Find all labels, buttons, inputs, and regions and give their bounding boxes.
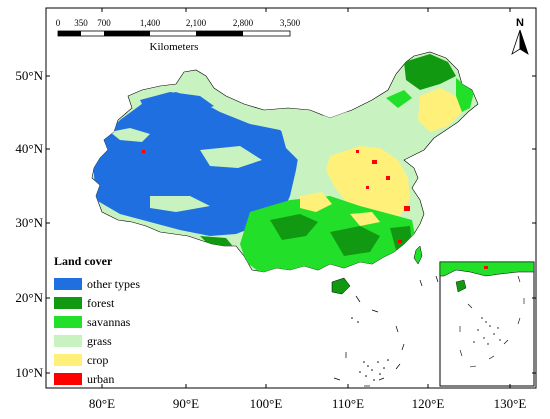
region-crop-sichuan	[300, 192, 380, 226]
lat-tick-label: 30°N	[15, 215, 43, 230]
scale-bar: 0 350 700 1,400 2,100 2,800 3,500 Kilometers	[56, 18, 301, 53]
region-urban	[142, 150, 410, 243]
legend-label: other types	[87, 277, 140, 291]
scale-bar-segment-3	[196, 31, 243, 36]
land-cover-regions	[91, 51, 479, 387]
region-other-types-west	[92, 92, 300, 236]
legend-swatch	[54, 335, 82, 347]
inset-dashes	[459, 275, 525, 368]
inset-islands	[473, 317, 501, 345]
region-forest-south	[200, 214, 412, 256]
scale-bar-outline	[57, 30, 291, 37]
lat-tick-label: 50°N	[15, 68, 43, 83]
legend-label: crop	[87, 353, 108, 367]
legend-label: urban	[87, 372, 114, 386]
scale-bar-label: 3,500	[280, 18, 301, 28]
legend-swatch	[54, 354, 82, 366]
inset-frame	[439, 261, 535, 387]
region-grass-north	[280, 96, 410, 160]
region-forest-northeast	[404, 54, 456, 90]
legend-label: forest	[87, 296, 115, 310]
scale-bar-segment-1	[58, 31, 81, 36]
scale-bar-label: 0	[56, 18, 61, 28]
scale-bar-label: 2,100	[186, 18, 207, 28]
scale-bar-unit: Kilometers	[150, 41, 199, 53]
lon-tick-label: 90°E	[173, 396, 199, 411]
legend-swatch	[54, 297, 82, 309]
legend: Land cover other types forest savannas gras…	[54, 254, 140, 386]
region-crop-northeast	[418, 88, 462, 132]
longitude-ticks: 80°E 90°E 100°E 110°E 120°E 130°E	[89, 8, 526, 411]
region-crop-north-plain	[326, 146, 410, 220]
north-arrow-label: N	[516, 17, 524, 29]
hainan-island	[331, 277, 351, 295]
lon-tick-label: 100°E	[250, 396, 283, 411]
legend-title: Land cover	[54, 254, 113, 268]
scale-bar-label: 350	[74, 18, 88, 28]
lon-tick-label: 120°E	[412, 396, 445, 411]
sea-boundary-dashes	[333, 275, 439, 387]
inset-urban	[484, 266, 488, 269]
north-arrow-right-half	[519, 29, 529, 55]
scale-bar-segment-2	[104, 31, 150, 36]
region-savannas-northeast	[386, 78, 474, 112]
legend-label: savannas	[87, 315, 131, 329]
region-grass-plateau	[110, 128, 262, 212]
legend-label: grass	[87, 334, 112, 348]
latitude-ticks: 50°N 40°N 30°N 20°N 10°N	[15, 68, 536, 380]
legend-swatch	[54, 316, 82, 328]
lat-tick-label: 10°N	[15, 365, 43, 380]
legend-swatch	[54, 373, 82, 385]
lat-tick-label: 40°N	[15, 141, 43, 156]
south-china-sea-inset	[439, 261, 535, 387]
inset-hainan	[455, 279, 467, 293]
scale-bar-label: 1,400	[140, 18, 161, 28]
taiwan-island	[413, 245, 423, 265]
scale-bar-label: 2,800	[233, 18, 254, 28]
lon-tick-label: 80°E	[89, 396, 115, 411]
north-arrow: N	[511, 17, 529, 55]
legend-swatch	[54, 278, 82, 290]
sea-islands	[351, 317, 389, 381]
lon-tick-label: 110°E	[332, 396, 364, 411]
scale-bar-label: 700	[97, 18, 111, 28]
lon-tick-label: 130°E	[494, 396, 527, 411]
region-other-types-north	[140, 92, 214, 112]
lat-tick-label: 20°N	[15, 290, 43, 305]
